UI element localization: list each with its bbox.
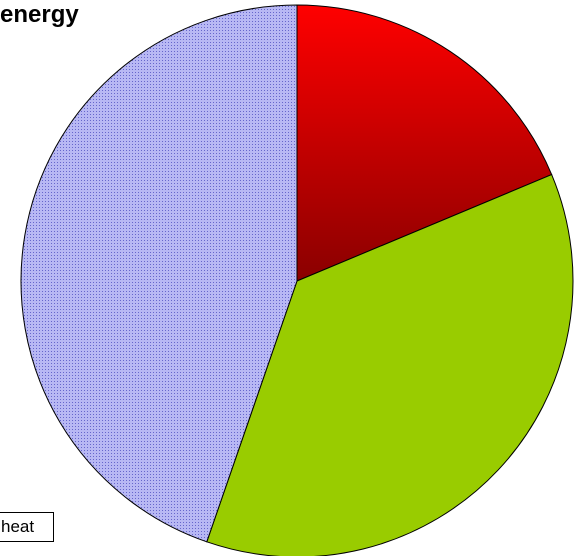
pie-slice-2 <box>206 173 574 556</box>
legend-item-label: heat <box>1 517 35 536</box>
pie-slice-1 <box>296 4 553 282</box>
legend: heat <box>0 512 54 542</box>
pie-slice-3 <box>20 4 298 543</box>
pie-slices <box>20 4 574 556</box>
chart-title: energy <box>0 1 79 28</box>
